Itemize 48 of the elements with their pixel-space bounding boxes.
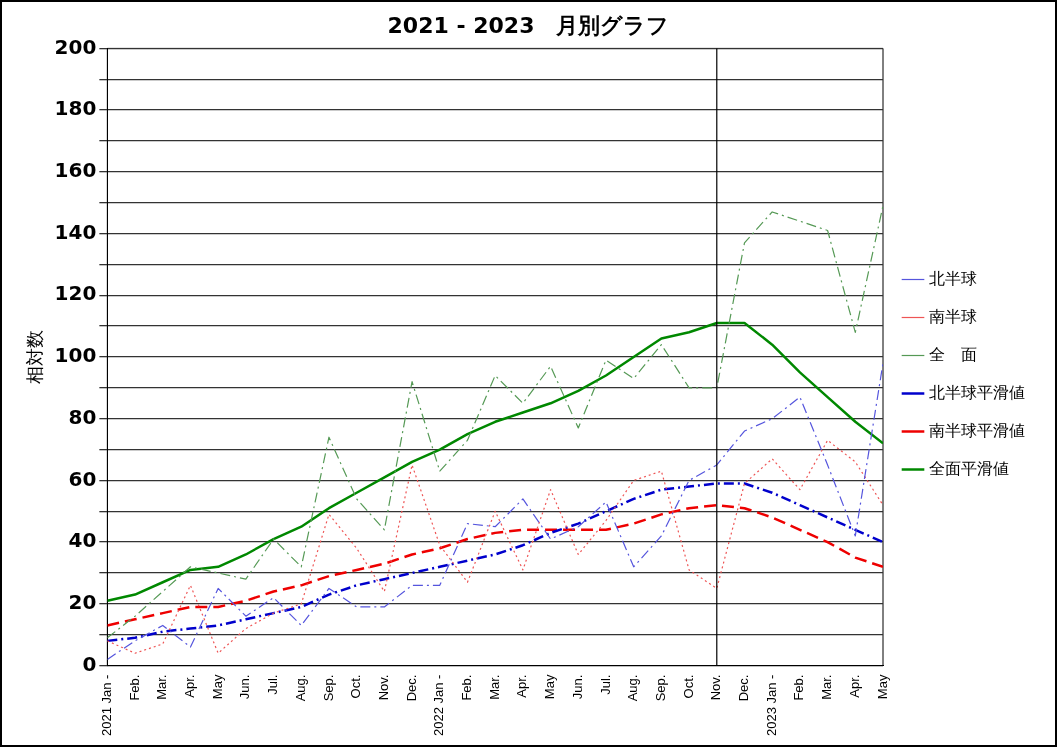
x-tick-label: May (542, 674, 558, 700)
x-tick-label: Dec. (403, 674, 419, 702)
chart-title: 2021 - 2023 月別グラフ (387, 12, 670, 38)
y-tick-label: 40 (68, 528, 97, 553)
x-tick-label: Feb. (791, 674, 807, 701)
x-tick-label: Mar. (486, 674, 502, 700)
x-tick-label: Sep. (320, 674, 336, 702)
y-tick-label: 80 (68, 404, 97, 429)
x-tick-label: 2022 Jan - (431, 674, 447, 736)
legend-label: 全面平滑値 (929, 458, 1009, 478)
x-tick-label: Jun. (237, 674, 253, 700)
legend-label: 南半球 (929, 306, 977, 326)
x-tick-label: Mar. (154, 674, 170, 700)
legend-label: 北半球平滑値 (929, 382, 1025, 402)
legend-label: 全 面 (929, 344, 977, 364)
x-tick-label: Apr. (514, 674, 530, 698)
x-tick-label: Sep. (652, 674, 668, 702)
x-tick-label: Jul. (265, 674, 281, 695)
x-tick-label: Nov. (375, 674, 391, 701)
x-tick-label: Aug. (292, 674, 308, 702)
x-tick-label: Dec. (736, 674, 752, 702)
y-tick-label: 200 (54, 34, 97, 59)
x-tick-label: May (209, 674, 225, 700)
legend-label: 北半球 (929, 268, 977, 288)
x-tick-label: 2021 Jan - (98, 674, 114, 736)
x-tick-label: Jul. (597, 674, 613, 695)
x-tick-label: Nov. (708, 674, 724, 701)
x-tick-label: 2023 Jan - (763, 674, 779, 736)
x-tick-label: May (874, 674, 890, 700)
y-tick-label: 160 (54, 158, 97, 183)
x-tick-label: Mar. (819, 674, 835, 700)
x-tick-label: Apr. (846, 674, 862, 698)
x-tick-label: Feb. (459, 674, 475, 701)
y-tick-label: 180 (54, 96, 97, 121)
x-tick-label: Oct. (680, 674, 696, 699)
y-tick-label: 120 (54, 281, 97, 306)
y-tick-label: 100 (54, 343, 97, 368)
y-tick-label: 60 (68, 466, 97, 491)
x-tick-label: Aug. (625, 674, 641, 702)
x-tick-label: Jun. (569, 674, 585, 700)
legend-label: 南半球平滑値 (929, 420, 1025, 440)
y-tick-label: 20 (68, 590, 97, 615)
y-tick-label: 0 (82, 651, 97, 676)
x-tick-label: Oct. (348, 674, 364, 699)
y-axis-title: 相対数 (24, 329, 46, 384)
x-tick-label: Feb. (126, 674, 142, 701)
x-tick-label: Apr. (182, 674, 198, 698)
y-tick-label: 140 (54, 219, 97, 244)
